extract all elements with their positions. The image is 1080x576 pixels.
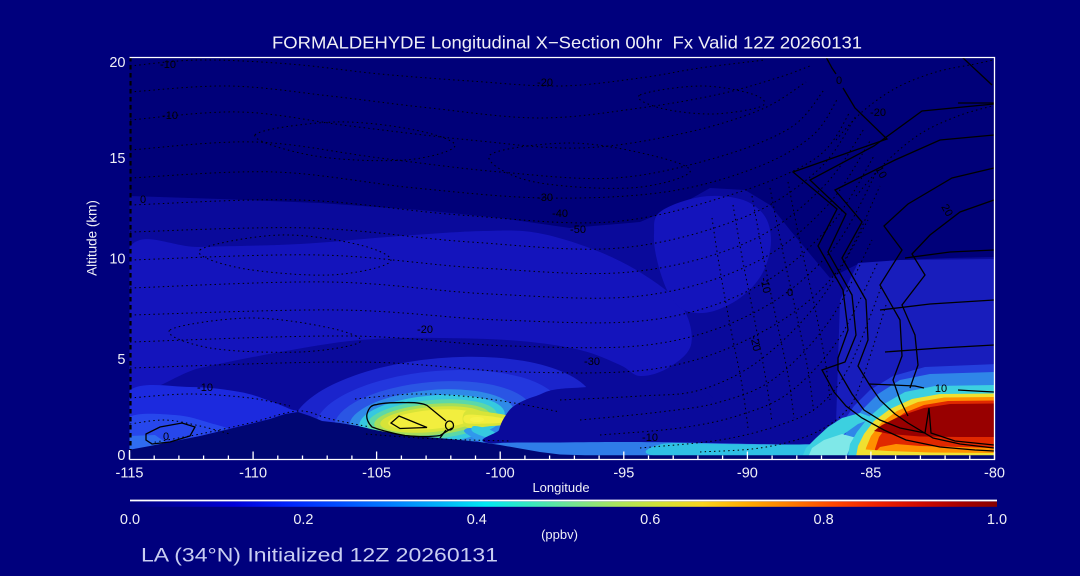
svg-text:0.6: 0.6 xyxy=(640,512,660,528)
svg-text:-105: -105 xyxy=(362,466,391,482)
svg-text:-10: -10 xyxy=(757,276,772,294)
svg-text:0: 0 xyxy=(787,287,793,299)
svg-text:-20: -20 xyxy=(870,107,886,119)
svg-text:20: 20 xyxy=(938,202,955,219)
svg-text:-85: -85 xyxy=(860,466,881,482)
svg-text:-100: -100 xyxy=(486,466,515,482)
svg-text:-10: -10 xyxy=(162,110,178,122)
svg-text:10: 10 xyxy=(872,164,889,181)
svg-text:Altitude (km): Altitude (km) xyxy=(85,200,100,276)
svg-text:-40: -40 xyxy=(552,208,568,220)
svg-text:5: 5 xyxy=(117,352,125,368)
svg-text:1.0: 1.0 xyxy=(987,512,1007,528)
svg-text:0: 0 xyxy=(140,194,146,206)
svg-text:0: 0 xyxy=(163,431,169,443)
svg-text:-115: -115 xyxy=(116,466,144,482)
svg-text:20: 20 xyxy=(109,55,125,71)
svg-text:0: 0 xyxy=(836,75,842,87)
svg-text:Longitude: Longitude xyxy=(532,480,589,495)
svg-text:-10: -10 xyxy=(642,432,658,444)
svg-text:-50: -50 xyxy=(570,224,586,236)
svg-text:LA (34°N) Initialized 12Z 2026: LA (34°N) Initialized 12Z 20260131 xyxy=(141,545,498,567)
svg-text:-95: -95 xyxy=(613,466,634,482)
svg-text:-80: -80 xyxy=(984,466,1005,482)
svg-text:0.0: 0.0 xyxy=(120,512,140,528)
svg-text:0.4: 0.4 xyxy=(467,512,487,528)
svg-text:FORMALDEHYDE Longitudinal X−Se: FORMALDEHYDE Longitudinal X−Section 00hr… xyxy=(272,33,862,53)
svg-text:15: 15 xyxy=(109,151,125,167)
svg-text:0: 0 xyxy=(117,448,125,464)
svg-text:-110: -110 xyxy=(239,466,267,482)
svg-text:-30: -30 xyxy=(537,192,553,204)
svg-text:-20: -20 xyxy=(747,334,762,352)
svg-text:-20: -20 xyxy=(417,324,433,336)
svg-text:10: 10 xyxy=(109,252,125,268)
svg-text:-10: -10 xyxy=(160,59,176,71)
svg-text:-10: -10 xyxy=(197,382,213,394)
svg-text:10: 10 xyxy=(935,383,947,395)
svg-text:-90: -90 xyxy=(737,466,758,482)
svg-text:(ppbv): (ppbv) xyxy=(541,527,578,542)
svg-text:-30: -30 xyxy=(584,356,600,368)
svg-text:0.8: 0.8 xyxy=(814,512,834,528)
svg-text:-20: -20 xyxy=(537,77,553,89)
svg-text:0.2: 0.2 xyxy=(293,512,313,528)
